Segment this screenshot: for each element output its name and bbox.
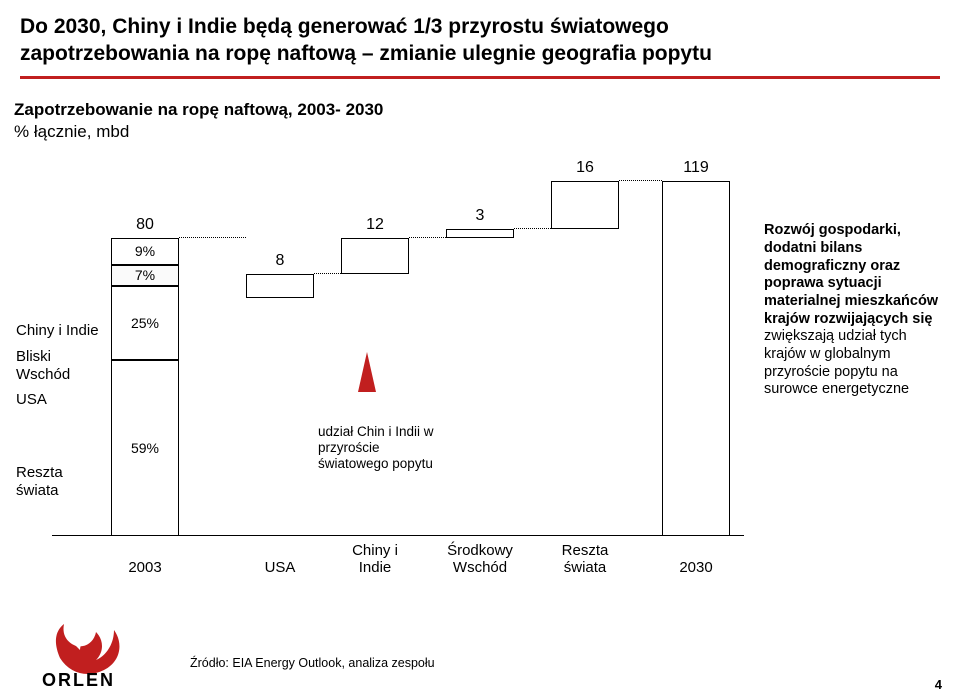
bar-5: 119 [662,181,730,536]
connector-line [314,273,341,274]
category-label: USA [234,559,326,576]
page-number: 4 [935,677,942,692]
stack-label: Chiny i Indie [16,322,99,339]
title-rule [20,76,940,79]
chart-title: Zapotrzebowanie na ropę naftową, 2003- 2… [14,99,946,143]
category-label: 2030 [650,559,742,576]
bar-top-value: 8 [246,252,314,270]
title-line2: zapotrzebowania na ropę naftową – zmiani… [20,42,712,65]
bar-seg: 25% [111,286,179,361]
stack-label: BliskiWschód [16,348,70,383]
bar-top-value: 3 [446,207,514,225]
bar-seg: 9% [111,238,179,265]
logo-orlen: ORLEN [30,620,180,694]
subtitle-line2: % łącznie, mbd [14,122,129,141]
callout-box: udział Chin i Indii wprzyrościeświatoweg… [310,418,450,478]
bar-seg [246,274,314,298]
callout-triangle-icon [358,352,376,392]
svg-text:ORLEN: ORLEN [42,670,115,690]
bar-seg: 59% [111,360,179,536]
connector-line [409,237,446,238]
waterfall-chart: 80 9% 7% 25% 59% 8 12 3 16 119 Chiny i Indie Bliski… [16,148,944,578]
title-line1: Do 2030, Chiny i Indie będą generować 1/… [20,15,669,38]
subtitle-block: Zapotrzebowanie na ropę naftową, 2003- 2… [0,85,960,145]
stack-label: USA [16,391,47,408]
commentary: Rozwój gospodarki, dodatni bilans demogr… [764,222,944,399]
bar-seg [551,181,619,229]
bar-seg [662,181,730,536]
seg-value: 25% [131,315,159,331]
footer: ORLEN Źródło: EIA Energy Outlook, analiz… [0,614,960,700]
category-label: ŚrodkowyWschód [434,542,526,576]
connector-line [179,237,246,238]
bar-seg [446,229,514,238]
page-title: Do 2030, Chiny i Indie będą generować 1/… [20,14,940,68]
bar-4: 16 [551,181,619,229]
seg-value: 7% [135,267,155,283]
seg-value: 59% [131,440,159,456]
bar-seg [341,238,409,274]
bar-top-value: 80 [111,216,179,234]
bar-2: 12 [341,238,409,274]
bar-top-value: 119 [662,159,730,177]
seg-value: 9% [135,243,155,259]
bar-0: 809%7%25%59% [111,238,179,536]
bar-1: 8 [246,274,314,298]
category-label: 2003 [99,559,191,576]
bar-3: 3 [446,229,514,238]
bar-top-value: 12 [341,216,409,234]
connector-line [514,228,551,229]
connector-line [619,180,662,181]
source-text: Źródło: EIA Energy Outlook, analiza zesp… [190,656,435,670]
bar-seg: 7% [111,265,179,286]
subtitle-line1: Zapotrzebowanie na ropę naftową, 2003- 2… [14,100,383,119]
stack-label: Resztaświata [16,464,63,499]
category-label: Chiny iIndie [329,542,421,576]
header: Do 2030, Chiny i Indie będą generować 1/… [0,0,960,85]
category-label: Resztaświata [539,542,631,576]
bar-top-value: 16 [551,159,619,177]
